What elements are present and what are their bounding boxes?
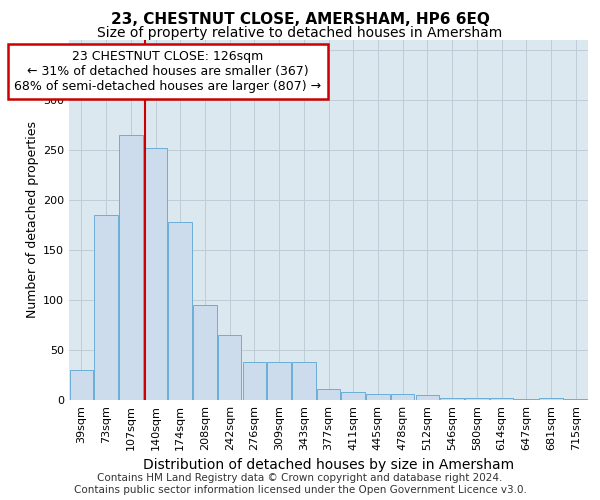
Bar — [465, 398, 488, 400]
Text: Size of property relative to detached houses in Amersham: Size of property relative to detached ho… — [97, 26, 503, 40]
Bar — [218, 335, 241, 400]
Bar — [440, 398, 464, 400]
Y-axis label: Number of detached properties: Number of detached properties — [26, 122, 39, 318]
Bar — [193, 305, 217, 400]
X-axis label: Distribution of detached houses by size in Amersham: Distribution of detached houses by size … — [143, 458, 514, 472]
Bar — [242, 362, 266, 400]
Bar — [539, 398, 563, 400]
Text: Contains HM Land Registry data © Crown copyright and database right 2024.
Contai: Contains HM Land Registry data © Crown c… — [74, 474, 526, 495]
Bar — [366, 394, 389, 400]
Bar — [514, 399, 538, 400]
Bar — [292, 362, 316, 400]
Bar — [416, 395, 439, 400]
Bar — [70, 370, 93, 400]
Bar — [94, 215, 118, 400]
Bar — [317, 389, 340, 400]
Bar — [341, 392, 365, 400]
Bar — [169, 222, 192, 400]
Bar — [564, 399, 587, 400]
Bar — [391, 394, 415, 400]
Bar — [144, 148, 167, 400]
Bar — [119, 135, 143, 400]
Text: 23 CHESTNUT CLOSE: 126sqm
← 31% of detached houses are smaller (367)
68% of semi: 23 CHESTNUT CLOSE: 126sqm ← 31% of detac… — [14, 50, 322, 93]
Bar — [490, 398, 513, 400]
Text: 23, CHESTNUT CLOSE, AMERSHAM, HP6 6EQ: 23, CHESTNUT CLOSE, AMERSHAM, HP6 6EQ — [110, 12, 490, 28]
Bar — [268, 362, 291, 400]
